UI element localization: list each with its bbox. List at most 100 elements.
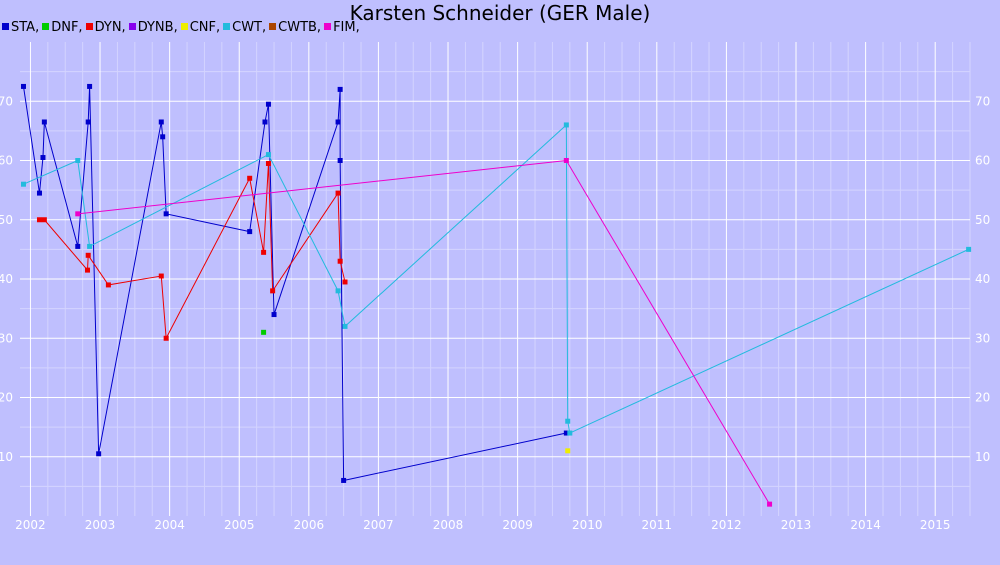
data-point-fim <box>767 501 773 507</box>
data-point-sta <box>262 119 268 125</box>
x-tick-label: 2008 <box>433 518 464 532</box>
data-point-cwt <box>342 323 348 329</box>
data-point-sta <box>563 430 569 436</box>
y-tick-label-right: 70 <box>975 94 990 108</box>
legend-swatch <box>42 23 50 30</box>
legend-label: DYNB, <box>137 20 178 35</box>
data-point-sta <box>96 451 102 457</box>
chart-title: Karsten Schneider (GER Male) <box>349 1 651 25</box>
legend-label: FIM, <box>333 20 360 35</box>
legend-item-sta: STA, <box>2 20 39 35</box>
data-point-sta <box>341 477 347 483</box>
data-point-fim <box>75 211 81 217</box>
data-point-dyn <box>158 273 164 279</box>
x-tick-label: 2007 <box>363 518 394 532</box>
data-point-sta <box>163 211 169 217</box>
series-line-fim <box>77 159 770 505</box>
legend-label: CWT, <box>232 20 267 35</box>
data-point-dyn <box>85 252 91 258</box>
data-point-sta <box>87 83 93 89</box>
x-tick-label: 2010 <box>572 518 603 532</box>
data-point-sta <box>265 101 271 107</box>
data-point-sta <box>20 83 26 89</box>
data-point-sta <box>41 119 47 125</box>
data-point-sta <box>75 243 81 249</box>
data-point-cwt <box>567 430 573 436</box>
data-point-sta <box>40 155 46 161</box>
data-point-dnf <box>261 329 267 335</box>
legend-swatch <box>2 23 9 30</box>
y-tick-label-left: 30 <box>0 331 13 345</box>
data-point-dyn <box>261 249 267 255</box>
y-tick-label-right: 10 <box>975 450 990 464</box>
data-point-cwt <box>565 418 571 424</box>
y-tick-label-left: 20 <box>0 391 13 405</box>
y-tick-label-left: 60 <box>0 154 13 168</box>
legend-item-cnf: CNF, <box>180 20 221 35</box>
data-point-sta <box>337 86 343 92</box>
y-tick-label-left: 40 <box>0 272 13 286</box>
x-tick-label: 2011 <box>642 518 673 532</box>
legend-swatch <box>223 23 231 30</box>
data-point-cwt <box>20 181 26 187</box>
x-tick-label: 2013 <box>781 518 812 532</box>
data-point-sta <box>337 158 343 163</box>
legend: STA, DNF, DYN, DYNB, CNF, CWT, CWTB, FIM, <box>2 20 363 36</box>
data-point-dyn <box>335 190 341 196</box>
legend-label: DYN, <box>94 20 126 35</box>
data-point-cwt <box>966 246 972 252</box>
y-tick-label-left: 50 <box>0 213 13 227</box>
legend-swatch <box>324 23 332 30</box>
legend-item-dyn: DYN, <box>85 20 126 35</box>
y-tick-label-left: 70 <box>0 94 13 108</box>
data-point-cwt <box>75 158 81 163</box>
legend-label: CWTB, <box>278 20 322 35</box>
data-point-dyn <box>270 288 276 294</box>
data-point-cnf <box>565 448 571 454</box>
data-point-cwt <box>87 243 93 249</box>
x-tick-label: 2002 <box>15 518 46 532</box>
legend-item-cwt: CWT, <box>223 20 266 35</box>
legend-swatch <box>85 23 93 30</box>
data-point-dyn <box>163 335 169 341</box>
x-tick-label: 2003 <box>85 518 116 532</box>
data-point-dyn <box>265 160 271 166</box>
data-point-sta <box>85 119 91 125</box>
y-tick-label-left: 10 <box>0 450 13 464</box>
data-point-sta <box>160 134 166 140</box>
data-point-dyn <box>247 175 253 181</box>
legend-swatch <box>269 23 277 30</box>
y-tick-label-right: 30 <box>975 331 990 345</box>
x-tick-label: 2012 <box>711 518 742 532</box>
data-point-dyn <box>85 267 91 273</box>
legend-label: CNF, <box>189 20 221 35</box>
data-point-cwt <box>335 288 341 294</box>
data-point-cwt <box>265 152 271 158</box>
x-tick-label: 2015 <box>920 518 951 532</box>
legend-swatch <box>128 23 136 30</box>
x-tick-label: 2014 <box>850 518 881 532</box>
data-point-sta <box>335 119 341 125</box>
x-tick-label: 2009 <box>502 518 533 532</box>
y-tick-label-right: 20 <box>975 391 990 405</box>
legend-swatch <box>180 23 188 30</box>
legend-item-dynb: DYNB, <box>128 20 178 35</box>
x-tick-label: 2005 <box>224 518 255 532</box>
data-point-sta <box>271 312 277 318</box>
data-point-dyn <box>342 279 348 285</box>
y-tick-label-right: 40 <box>975 272 990 286</box>
data-point-sta <box>36 190 42 196</box>
data-point-dyn <box>337 258 343 264</box>
data-point-dyn <box>105 282 111 288</box>
legend-label: STA, <box>11 20 40 35</box>
legend-item-dnf: DNF, <box>42 20 83 35</box>
legend-label: DNF, <box>51 20 83 35</box>
x-tick-label: 2006 <box>294 518 325 532</box>
y-tick-label-right: 50 <box>975 213 990 227</box>
data-point-dyn <box>36 217 42 223</box>
data-point-fim <box>563 158 569 163</box>
data-point-sta <box>247 229 253 235</box>
series-line-cwt <box>23 123 969 434</box>
legend-item-fim: FIM, <box>324 20 360 35</box>
